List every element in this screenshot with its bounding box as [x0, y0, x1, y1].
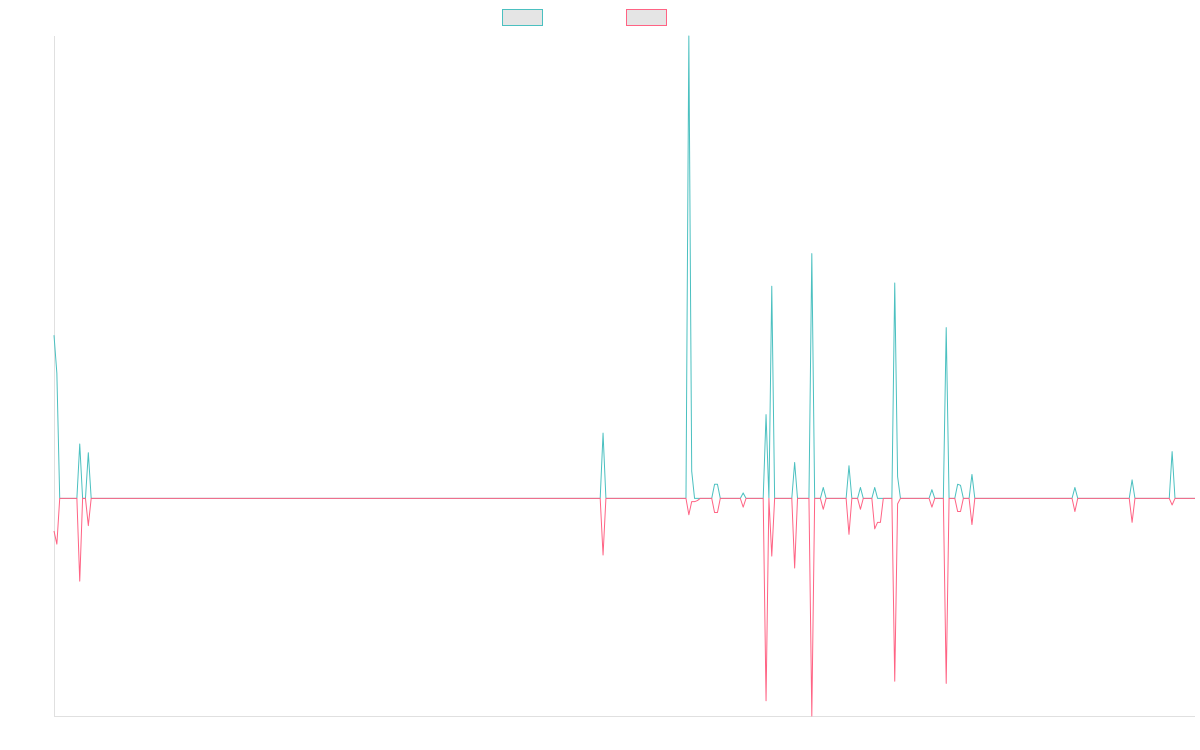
- legend-item-0[interactable]: [502, 9, 543, 26]
- series-line-0: [53, 35, 1195, 499]
- series-layer: [53, 35, 1195, 717]
- legend: [502, 9, 667, 26]
- legend-swatch-0[interactable]: [502, 9, 543, 26]
- legend-item-1[interactable]: [626, 9, 667, 26]
- series-line-1: [53, 497, 1195, 717]
- legend-swatch-1[interactable]: [626, 9, 667, 26]
